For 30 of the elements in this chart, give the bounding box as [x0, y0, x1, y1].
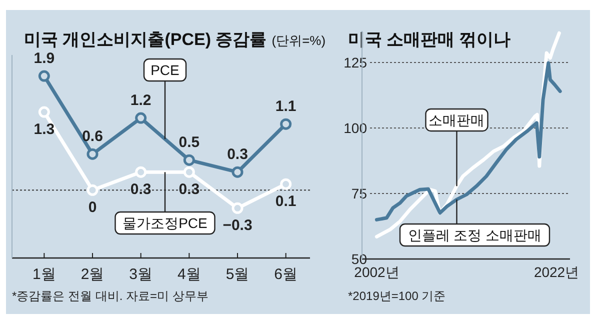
data-label: −0.3: [222, 217, 252, 234]
data-label: 0.3: [130, 181, 152, 198]
chart-title: 미국 개인소비지출(PCE) 증감률: [24, 30, 267, 49]
x-tick-label: 3월: [129, 266, 153, 283]
x-tick-label: 2002년: [354, 264, 400, 280]
x-tick-label: 1월: [32, 266, 56, 283]
text: *증감률은 전월 대비. 자료=미 상무부: [12, 289, 208, 303]
text: *2019년=100 기준: [348, 289, 446, 303]
x-tick-label: 2월: [80, 266, 104, 283]
x-tick-label: 6월: [274, 266, 298, 283]
chart-subtitle: (단위=%): [272, 33, 326, 48]
series-label: 소매판매: [428, 112, 485, 128]
data-label: 0.6: [82, 128, 103, 146]
series-label: 인플레 조정 소매판매: [408, 227, 542, 243]
x-tick-label: 5월: [226, 266, 250, 283]
data-label: 0.3: [227, 146, 248, 164]
y-tick-label: 125: [344, 54, 368, 70]
data-label: 0: [88, 199, 97, 216]
data-label: 0.5: [178, 134, 200, 152]
data-label: 1.3: [34, 121, 55, 138]
data-label: 1.9: [34, 50, 55, 68]
data-label: 1.1: [275, 98, 296, 116]
series-label: 물가조정PCE: [122, 215, 208, 231]
x-tick-label: 2022년: [534, 264, 580, 280]
data-label: 1.2: [130, 92, 152, 110]
x-tick-label: 4월: [177, 266, 201, 283]
text: PCE: [150, 62, 180, 78]
data-label: 0.1: [275, 193, 296, 210]
y-tick-label: 100: [344, 120, 368, 136]
data-label: 0.3: [178, 181, 200, 198]
